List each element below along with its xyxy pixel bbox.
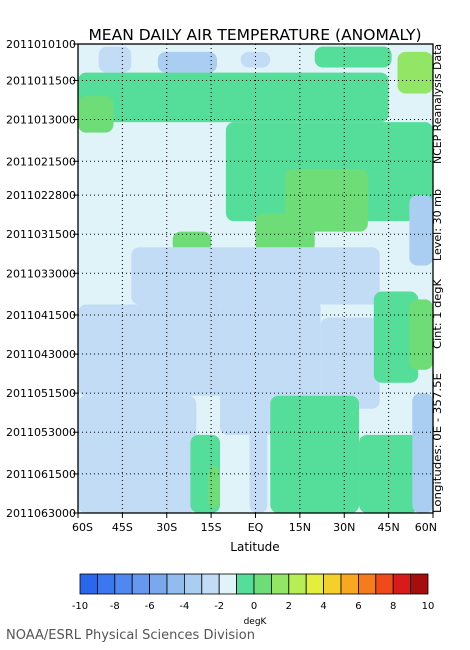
y-axis: 2011010100 2011011500 2011013000 2011021500… xyxy=(6,38,78,520)
heatmap-cell xyxy=(78,395,197,513)
colorbar-swatch xyxy=(131,573,150,595)
heatmap-cell xyxy=(240,51,271,68)
y-tick-label: 2011051500 xyxy=(6,387,76,400)
y-tick-label: 2011011500 xyxy=(6,74,76,87)
credit-text: NOAA/ESRL Physical Sciences Division xyxy=(6,628,255,643)
y-tick-label: 2011033000 xyxy=(6,267,76,280)
y-tick-label: 2011043000 xyxy=(6,348,76,361)
x-tick-label: EQ xyxy=(248,521,264,534)
colorbar-swatch xyxy=(323,573,342,595)
colorbar-swatch xyxy=(357,573,377,595)
x-axis-label: Latitude xyxy=(230,540,279,554)
colorbar-swatch xyxy=(270,573,290,595)
chart-title: MEAN DAILY AIR TEMPERATURE (ANOMALY) xyxy=(88,26,421,44)
side-label: Longitudes: 0E - 357.5E xyxy=(432,373,444,513)
x-tick-label: 30N xyxy=(333,521,355,534)
heatmap-cell xyxy=(373,291,419,383)
colorbar-tick-label: 6 xyxy=(355,601,361,612)
side-label: Level: 30 mb xyxy=(432,189,444,261)
heatmap-cell xyxy=(255,213,315,253)
x-axis: 60S 45S 30S 15S EQ 15N 30N 45N 60N xyxy=(72,513,437,534)
heatmap-cell xyxy=(78,304,226,396)
side-labels: NCEP Reanalysis Data Level: 30 mb Cint: 1 … xyxy=(432,44,444,513)
y-tick-label: 2011061500 xyxy=(6,468,76,481)
colorbar-swatch xyxy=(392,573,412,595)
heatmap-cell xyxy=(208,466,220,508)
y-tick-label: 2011041500 xyxy=(6,309,76,322)
heatmap-cell xyxy=(320,317,380,409)
x-tick-label: 30S xyxy=(156,521,177,534)
colorbar-tick-label: 10 xyxy=(422,601,435,612)
y-tick-label: 2011022800 xyxy=(6,189,76,202)
y-tick-label: 2011031500 xyxy=(6,228,76,241)
colorbar-swatch xyxy=(166,573,185,595)
y-tick-label: 2011013000 xyxy=(6,114,76,127)
heatmap-field xyxy=(78,44,433,513)
side-label: NCEP Reanalysis Data xyxy=(432,44,444,164)
y-tick-label: 2011053000 xyxy=(6,426,76,439)
colorbar-swatch xyxy=(79,573,98,595)
colorbar-tick-label: 4 xyxy=(320,601,326,612)
colorbar: -10 -8 -6 -4 -2 0 2 4 6 8 10 xyxy=(72,573,435,612)
x-tick-label: 15S xyxy=(201,521,222,534)
colorbar-tick-label: -10 xyxy=(72,601,88,612)
colorbar-swatch xyxy=(253,573,272,595)
heatmap-cell xyxy=(409,299,433,370)
colorbar-tick-label: -4 xyxy=(179,601,189,612)
heatmap-cell xyxy=(98,46,132,73)
colorbar-swatch xyxy=(114,573,133,595)
colorbar-tick-label: 8 xyxy=(390,601,396,612)
colorbar-tick-label: -6 xyxy=(145,601,155,612)
colorbar-tick-label: 2 xyxy=(286,601,292,612)
x-tick-label: 45N xyxy=(378,521,400,534)
colorbar-tick-label: 0 xyxy=(251,601,257,612)
y-tick-label: 2011021500 xyxy=(6,155,76,168)
y-tick-label: 2011063000 xyxy=(6,507,76,520)
colorbar-swatch xyxy=(236,573,255,595)
colorbar-swatch xyxy=(218,573,237,595)
colorbar-swatch xyxy=(97,573,116,595)
side-label: Cint: 1 degK xyxy=(432,278,444,349)
heatmap-cell xyxy=(314,46,392,68)
colorbar-swatch xyxy=(201,573,220,595)
colorbar-swatch xyxy=(183,573,203,595)
heatmap-cell xyxy=(397,51,433,94)
heatmap-cell xyxy=(412,393,433,513)
heatmap-cell xyxy=(270,395,360,513)
x-tick-label: 45S xyxy=(112,521,133,534)
colorbar-swatch xyxy=(288,573,307,595)
heatmap-cell xyxy=(409,195,433,266)
colorbar-swatch xyxy=(305,573,325,595)
colorbar-swatch xyxy=(340,573,359,595)
heatmap-cell xyxy=(78,96,114,133)
x-tick-label: 60S xyxy=(72,521,93,534)
x-tick-label: 15N xyxy=(289,521,311,534)
heatmap-cell xyxy=(359,434,419,513)
colorbar-tick-label: -2 xyxy=(214,601,224,612)
colorbar-swatch xyxy=(149,573,168,595)
heatmap-cell xyxy=(78,72,389,123)
y-tick-label: 2011010100 xyxy=(6,38,76,51)
x-tick-label: 60N xyxy=(415,521,437,534)
heatmap-cell xyxy=(131,247,380,305)
heatmap-cell xyxy=(157,51,218,73)
colorbar-tick-label: -8 xyxy=(110,601,120,612)
colorbar-swatch xyxy=(375,573,394,595)
colorbar-swatch xyxy=(410,573,429,595)
heatmap-cell xyxy=(249,395,268,513)
colorbar-unit-label: degK xyxy=(244,617,268,627)
